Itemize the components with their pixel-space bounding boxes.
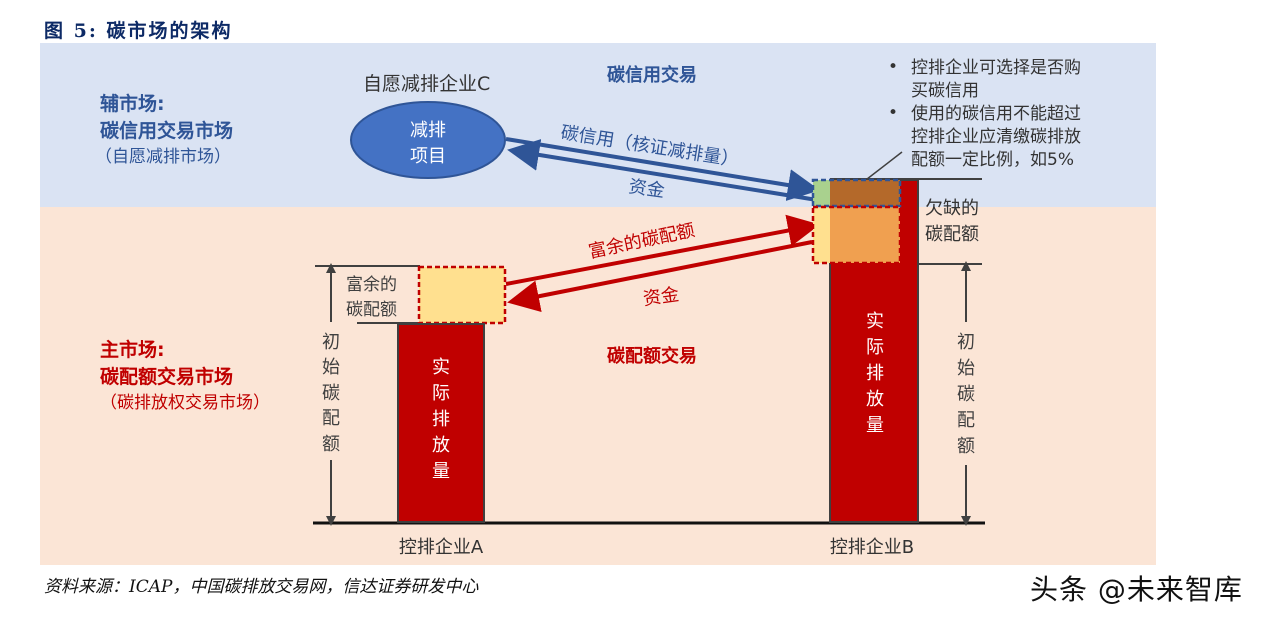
svg-text:排: 排 [866,363,884,384]
svg-text:量: 量 [866,415,884,436]
a-surplus-box [417,265,507,325]
company-b-label: 控排企业B [830,537,914,558]
credit-trade-section-label: 碳信用交易 [607,64,697,86]
b-deficit-yellow [813,207,830,263]
svg-text:实: 实 [866,311,884,332]
company-a-label: 控排企业A [399,537,484,558]
lower-market-subtitle: （碳排放权交易市场） [100,393,270,413]
b-deficit-label-2: 碳配额 [925,224,979,245]
upper-market-title-1: 辅市场: [100,92,165,115]
b-bar-label: 实 际 排 放 量 [866,311,884,436]
svg-text:实: 实 [432,357,450,378]
b-deficit-fill [830,207,900,263]
watermark: 头条 @未来智库 [1030,573,1243,606]
svg-text:配: 配 [957,410,975,431]
svg-text:额: 额 [322,434,340,455]
lower-market-title-2: 碳配额交易市场 [100,365,233,388]
svg-text:排: 排 [432,409,450,430]
svg-text:买碳信用: 买碳信用 [911,81,979,101]
svg-text:放: 放 [866,389,884,410]
svg-text:始: 始 [957,358,975,379]
a-actual-emission-bar [397,323,485,523]
svg-text:初: 初 [322,332,340,353]
lower-market-title-1: 主市场: [100,338,165,361]
svg-text:际: 际 [866,337,884,358]
allowance-trade-section-label: 碳配额交易 [607,345,697,367]
surplus-allowance-arrow [505,214,820,286]
svg-text:控排企业可选择是否购: 控排企业可选择是否购 [911,58,1081,78]
svg-text:量: 量 [432,461,450,482]
b-deficit-label-1: 欠缺的 [925,198,979,219]
source-note: 资料来源：ICAP，中国碳排放交易网，信达证券研发中心 [44,577,479,597]
a-bar-label: 实 际 排 放 量 [432,357,450,482]
notes: • 控排企业可选择是否购 买碳信用 • 使用的碳信用不能超过 控排企业应清缴碳排… [888,57,1081,170]
svg-text:始: 始 [322,357,340,378]
b-credit-overlap [830,180,900,206]
credit-fund-arrow-label: 资金 [627,176,666,202]
b-initial-allowance-label: 初 始 碳 配 额 [957,332,975,457]
svg-text:碳: 碳 [322,383,340,404]
upper-market-subtitle: （自愿减排市场） [95,147,231,167]
svg-text:•: • [888,57,898,77]
svg-text:配额一定比例，如5%: 配额一定比例，如5% [911,150,1074,170]
allowance-fund-arrow [507,240,813,313]
svg-text:际: 际 [432,383,450,404]
reduction-project-ellipse [350,101,506,179]
b-deficit-dashed-box [811,205,902,265]
svg-text:使用的碳信用不能超过: 使用的碳信用不能超过 [911,103,1081,124]
a-initial-allowance-label: 初 始 碳 配 额 [322,332,340,455]
carbon-credit-arrow [505,137,820,201]
upper-market-title-2: 碳信用交易市场 [100,119,233,142]
svg-text:放: 放 [432,435,450,456]
company-c-label: 自愿减排企业C [363,73,490,95]
svg-text:碳: 碳 [957,384,975,405]
ellipse-label-1: 减排 [410,120,446,141]
allowance-fund-arrow-label: 资金 [642,284,681,310]
svg-text:控排企业应清缴碳排放: 控排企业应清缴碳排放 [911,127,1081,147]
figure-title: 图 5: 碳市场的架构 [44,20,233,42]
svg-text:额: 额 [957,436,975,457]
a-surplus-label-1: 富余的 [346,275,397,295]
svg-text:配: 配 [322,408,340,429]
svg-text:初: 初 [957,332,975,353]
b-credit-green [813,180,830,206]
credit-fund-arrow [507,139,818,202]
ellipse-label-2: 项目 [410,146,446,167]
a-surplus-label-2: 碳配额 [346,300,397,320]
svg-text:•: • [888,103,898,123]
